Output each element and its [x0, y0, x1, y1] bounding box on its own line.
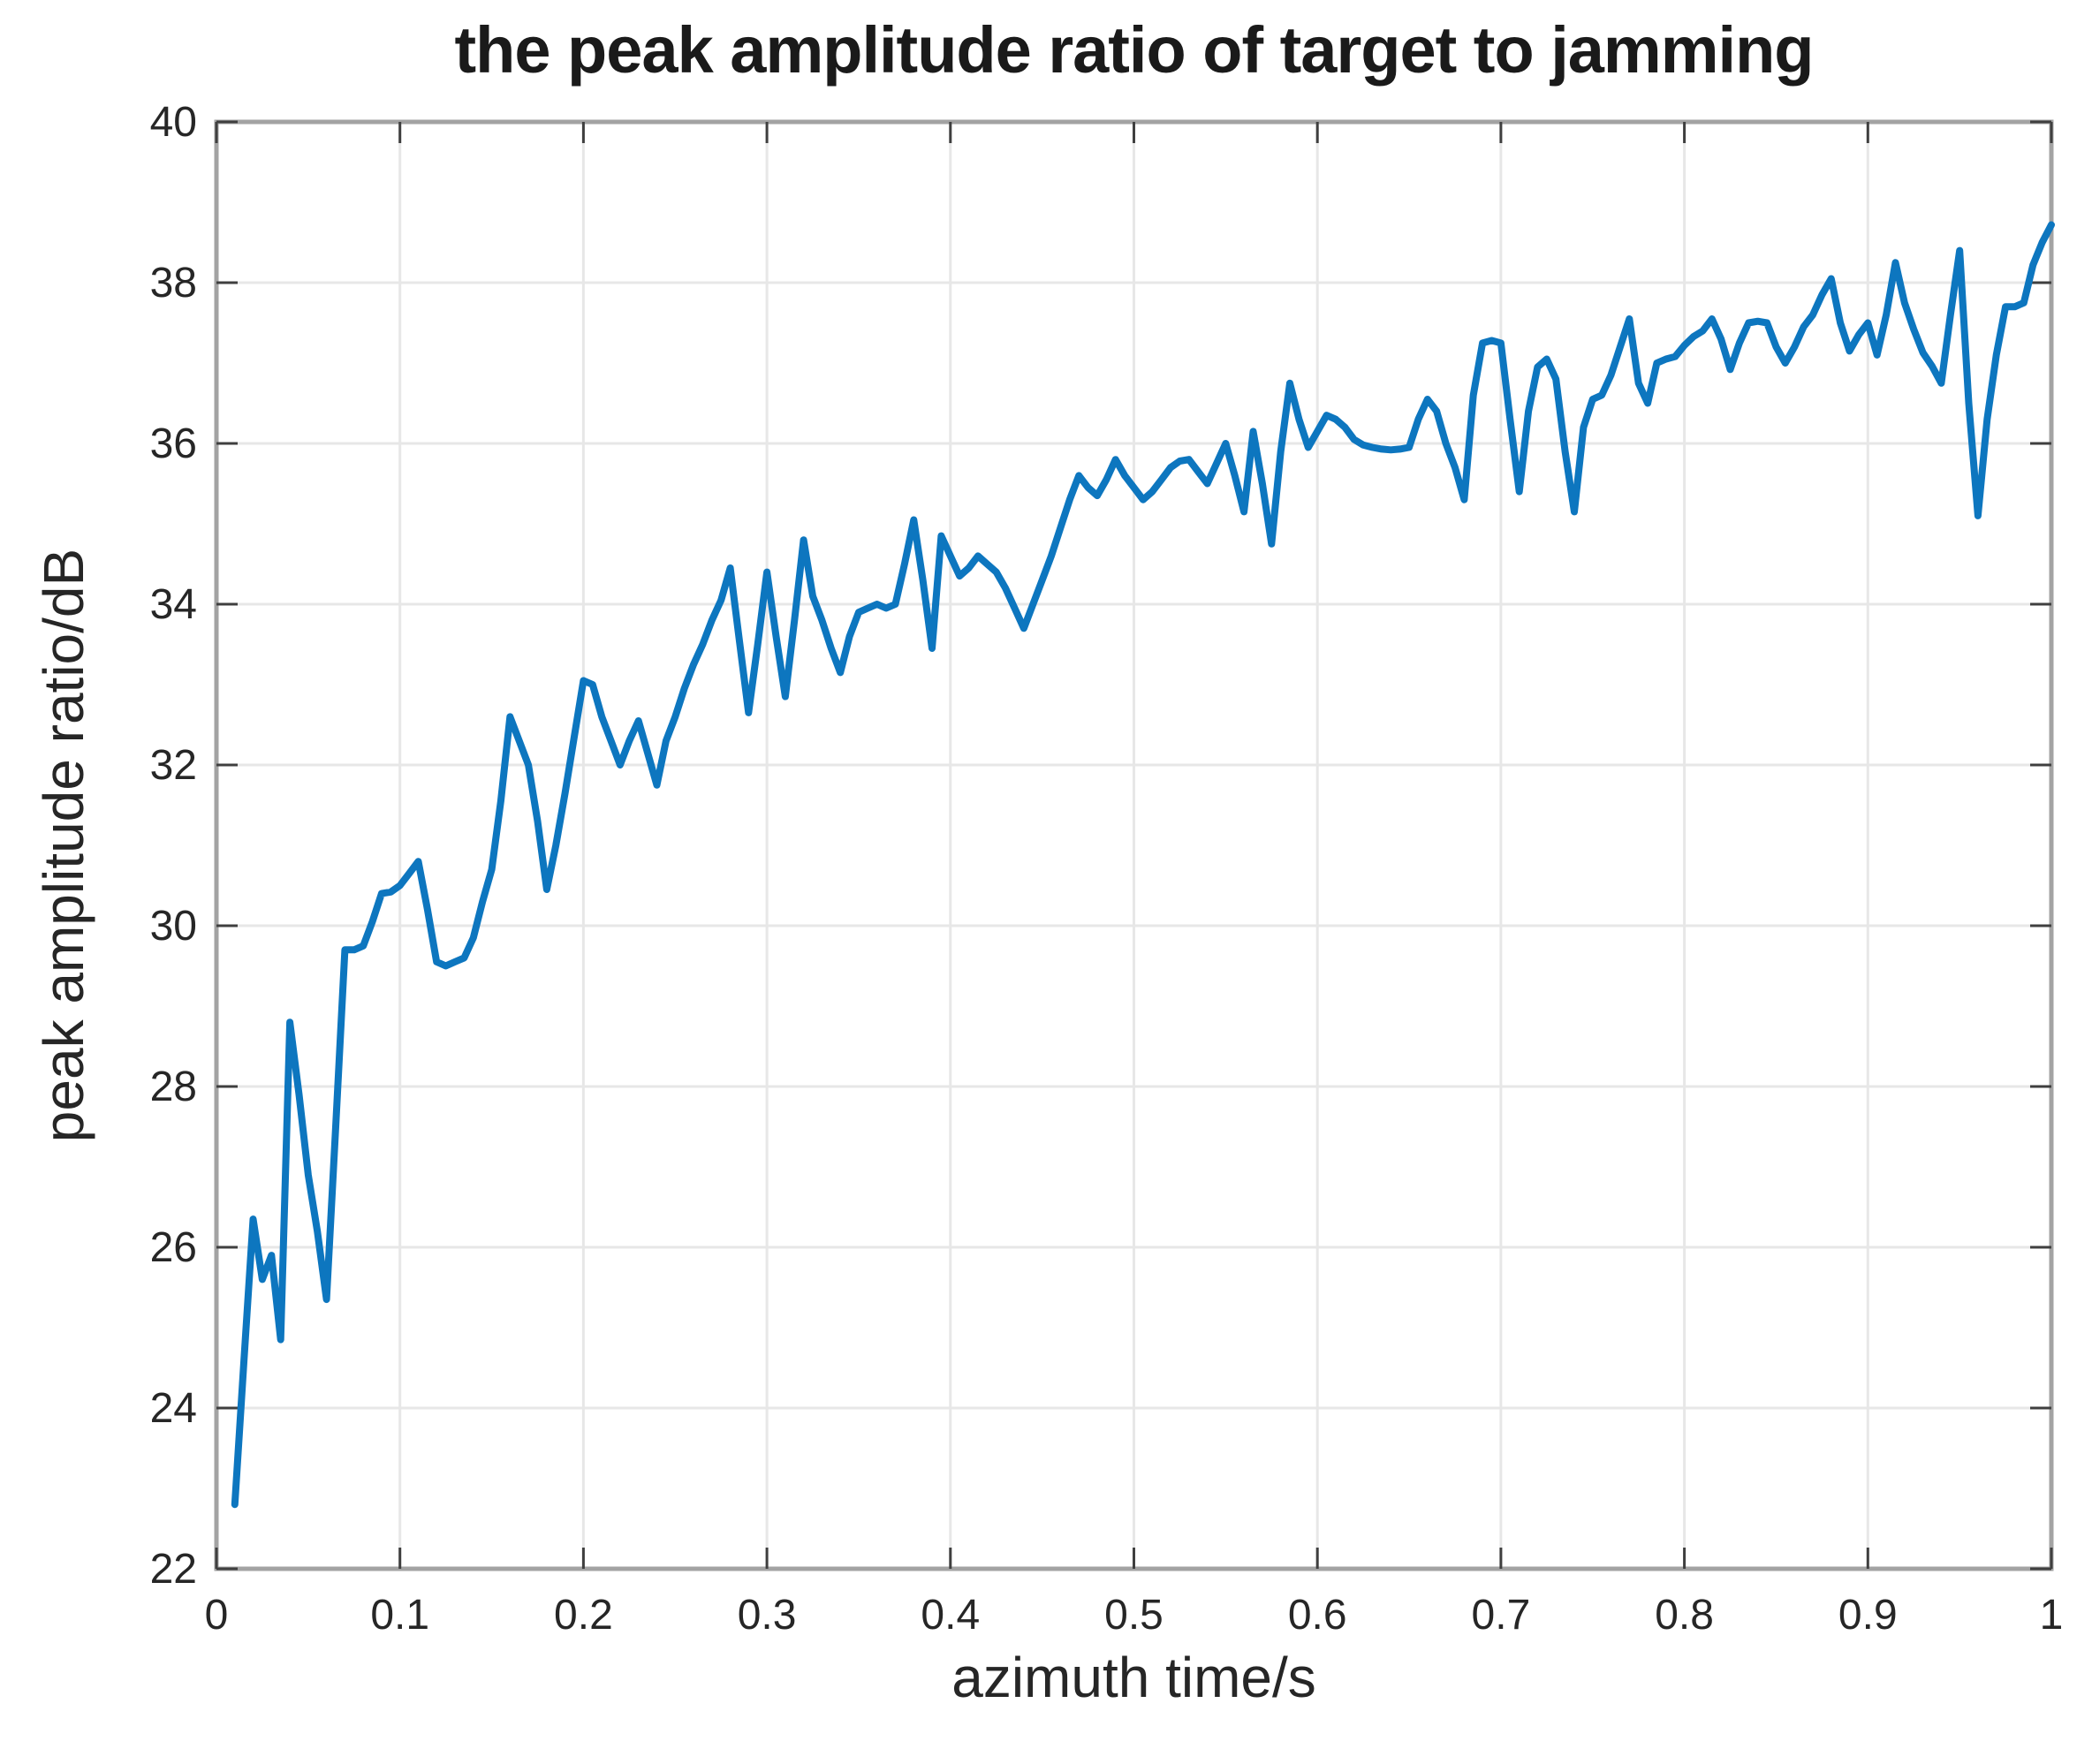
x-tick-label: 0.6 — [1288, 1592, 1347, 1639]
y-tick-label: 24 — [150, 1385, 197, 1432]
x-tick-label: 0.2 — [554, 1592, 613, 1639]
x-tick-label: 0.8 — [1655, 1592, 1714, 1639]
y-tick-label: 38 — [150, 260, 197, 307]
x-tick-label: 0 — [205, 1592, 229, 1639]
y-tick-label: 26 — [150, 1224, 197, 1271]
x-axis-label: azimuth time/s — [951, 1646, 1316, 1709]
x-tick-label: 1 — [2040, 1592, 2064, 1639]
y-tick-label: 32 — [150, 742, 197, 789]
x-tick-label: 0.1 — [370, 1592, 429, 1639]
y-tick-label: 34 — [150, 581, 197, 628]
x-tick-label: 0.3 — [738, 1592, 797, 1639]
x-tick-label: 0.4 — [921, 1592, 980, 1639]
y-tick-label: 30 — [150, 903, 197, 950]
y-tick-label: 28 — [150, 1064, 197, 1110]
data-line — [231, 221, 2055, 1509]
x-tick-label: 0.5 — [1104, 1592, 1163, 1639]
y-tick-label: 36 — [150, 420, 197, 467]
y-tick-label: 40 — [150, 99, 197, 146]
x-tick-label: 0.7 — [1472, 1592, 1531, 1639]
chart-title: the peak amplitude ratio of target to ja… — [454, 13, 1815, 87]
x-tick-label: 0.9 — [1838, 1592, 1898, 1639]
y-tick-label: 22 — [150, 1546, 197, 1593]
